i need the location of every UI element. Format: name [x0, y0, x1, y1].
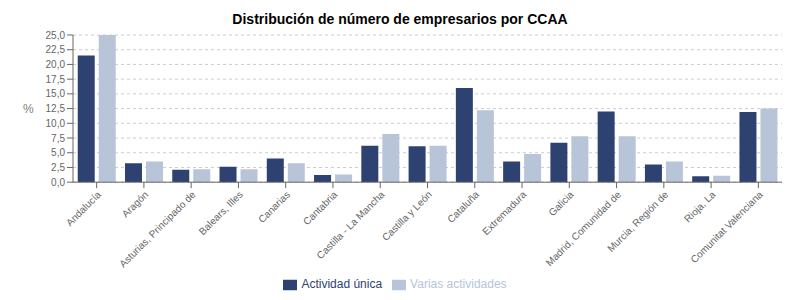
- svg-text:2,5: 2,5: [51, 162, 65, 173]
- svg-text:22,5: 22,5: [46, 44, 66, 55]
- svg-text:17,5: 17,5: [46, 74, 66, 85]
- svg-text:Cantabria: Cantabria: [301, 189, 340, 228]
- svg-text:10,0: 10,0: [46, 118, 66, 129]
- svg-text:0,0: 0,0: [51, 177, 65, 188]
- svg-text:%: %: [23, 102, 34, 116]
- svg-text:Castilla y León: Castilla y León: [380, 189, 434, 243]
- svg-text:25,0: 25,0: [46, 30, 66, 41]
- svg-text:Murcia, Región de: Murcia, Región de: [605, 189, 670, 254]
- html-text:Actividad única: Actividad única: [301, 277, 383, 292]
- svg-text:Asturias, Principado de: Asturias, Principado de: [117, 189, 198, 270]
- svg-text:Cataluña: Cataluña: [445, 189, 481, 225]
- svg-text:Castilla - La Mancha: Castilla - La Mancha: [314, 189, 387, 262]
- svg-text:Galicia: Galicia: [546, 189, 576, 219]
- html-text:Varias actividades: Varias actividades: [410, 277, 507, 292]
- svg-text:7,5: 7,5: [51, 133, 65, 144]
- svg-text:Madrid, Comunidad de: Madrid, Comunidad de: [544, 189, 624, 269]
- svg-text:Balears, Illes: Balears, Illes: [197, 189, 245, 237]
- svg-text:12,5: 12,5: [46, 103, 66, 114]
- svg-text:15,0: 15,0: [46, 88, 66, 99]
- svg-text:5,0: 5,0: [51, 147, 65, 158]
- svg-text:Andalucía: Andalucía: [64, 189, 104, 229]
- svg-text:Rioja, La: Rioja, La: [682, 189, 718, 225]
- svg-text:Aragón: Aragón: [120, 189, 151, 220]
- svg-text:20,0: 20,0: [46, 59, 66, 70]
- svg-text:Canarias: Canarias: [256, 189, 292, 225]
- svg-text:Extremadura: Extremadura: [480, 189, 529, 238]
- svg-text:Comunitat Valenciana: Comunitat Valenciana: [688, 189, 765, 266]
- html-text:Distribución de número de empr: Distribución de número de empresarios po…: [232, 11, 568, 27]
